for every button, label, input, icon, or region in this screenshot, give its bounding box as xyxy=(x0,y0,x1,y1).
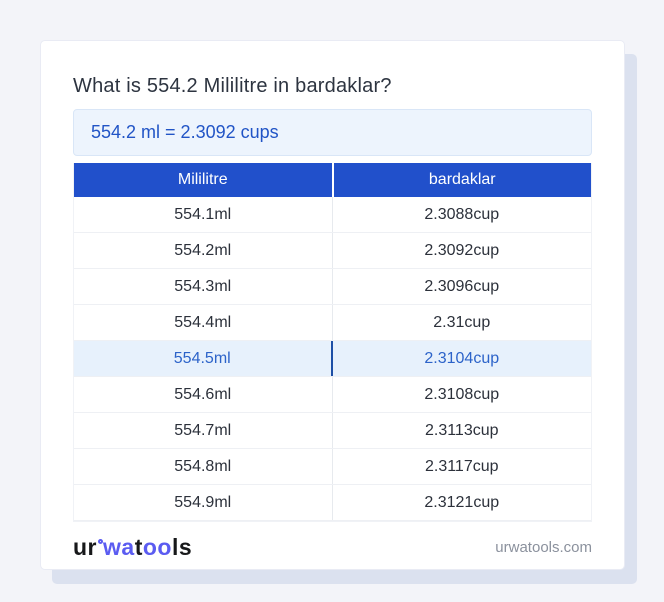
urwatools-logo[interactable]: ur watools xyxy=(73,534,192,561)
logo-text-t: t xyxy=(134,533,143,560)
logo-text-ur: ur xyxy=(73,533,97,560)
logo-text-ls: ls xyxy=(171,533,193,560)
conversion-result-text: 554.2 ml = 2.3092 cups xyxy=(91,122,279,142)
table-cell-bardaklar: 2.3104cup xyxy=(424,349,500,367)
logo-text-wa: wa xyxy=(103,533,135,560)
table-row[interactable]: 554.2ml 2.3092cup xyxy=(74,233,591,269)
table-row[interactable]: 554.7ml 2.3113cup xyxy=(74,413,591,449)
table-cell-mililitre: 554.2ml xyxy=(74,233,333,268)
card-footer: ur watools urwatools.com xyxy=(73,531,592,563)
table-cell-mililitre: 554.1ml xyxy=(74,197,333,232)
table-row[interactable]: 554.4ml 2.31cup xyxy=(74,305,591,341)
table-row[interactable]: 554.6ml 2.3108cup xyxy=(74,377,591,413)
table-cell-mililitre: 554.7ml xyxy=(74,413,333,448)
table-header-row: Mililitre bardaklar xyxy=(74,163,591,197)
table-header-mililitre: Mililitre xyxy=(74,163,332,197)
table-row[interactable]: 554.9ml 2.3121cup xyxy=(74,485,591,521)
table-header-bardaklar: bardaklar xyxy=(333,163,591,197)
page-title: What is 554.2 Mililitre in bardaklar? xyxy=(73,75,392,97)
table-cell-mililitre: 554.9ml xyxy=(74,485,333,520)
table-cell-bardaklar: 2.3121cup xyxy=(424,493,500,511)
table-cell-mililitre: 554.6ml xyxy=(74,377,333,412)
table-cell-bardaklar: 2.3088cup xyxy=(424,205,500,223)
conversion-card: What is 554.2 Mililitre in bardaklar? 55… xyxy=(40,40,625,570)
table-cell-bardaklar: 2.3108cup xyxy=(424,385,500,403)
conversion-result-box: 554.2 ml = 2.3092 cups xyxy=(73,109,592,156)
table-cell-mililitre: 554.4ml xyxy=(74,305,333,340)
logo-text-oo: oo xyxy=(142,533,172,560)
table-row[interactable]: 554.3ml 2.3096cup xyxy=(74,269,591,305)
table-cell-bardaklar: 2.3092cup xyxy=(424,241,500,259)
logo-ring-icon xyxy=(98,538,103,544)
table-cell-bardaklar: 2.3117cup xyxy=(424,457,499,475)
table-cell-mililitre: 554.8ml xyxy=(74,449,333,484)
site-url[interactable]: urwatools.com xyxy=(495,538,592,556)
conversion-table: Mililitre bardaklar 554.1ml 2.3088cup 55… xyxy=(73,163,592,522)
table-cell-mililitre: 554.3ml xyxy=(74,269,333,304)
table-cell-bardaklar: 2.3096cup xyxy=(424,277,500,295)
table-cell-mililitre: 554.5ml xyxy=(74,341,333,376)
table-row[interactable]: 554.5ml 2.3104cup xyxy=(74,341,591,377)
table-cell-bardaklar: 2.31cup xyxy=(433,313,491,331)
table-cell-bardaklar: 2.3113cup xyxy=(424,421,499,439)
table-row[interactable]: 554.8ml 2.3117cup xyxy=(74,449,591,485)
table-body: 554.1ml 2.3088cup 554.2ml 2.3092cup 554.… xyxy=(74,197,591,521)
table-row[interactable]: 554.1ml 2.3088cup xyxy=(74,197,591,233)
